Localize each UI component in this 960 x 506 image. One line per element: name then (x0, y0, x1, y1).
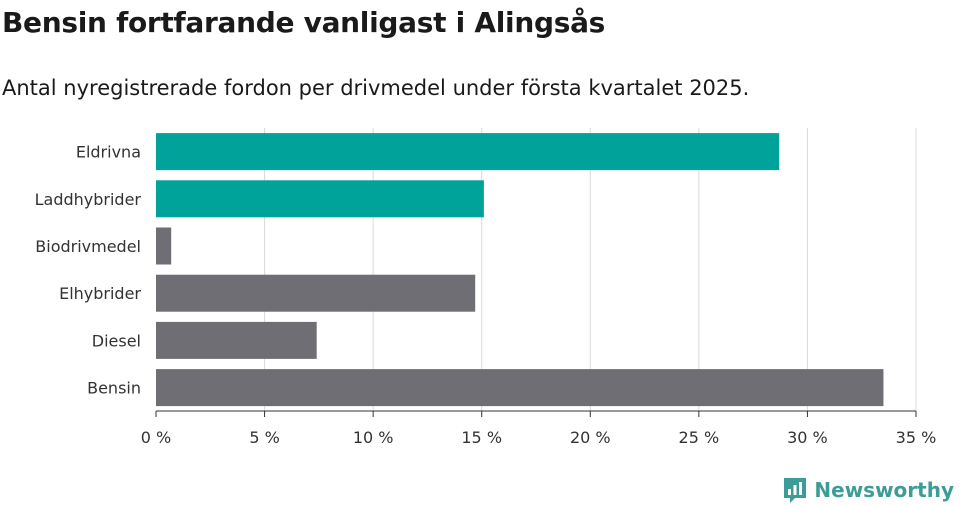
x-tick-label: 25 % (679, 428, 720, 447)
bar (156, 180, 484, 218)
gridlines (264, 128, 917, 411)
chart-title: Bensin fortfarande vanligast i Alingsås (2, 6, 606, 39)
brand-name: Newsworthy (814, 478, 954, 502)
newsworthy-logo-icon (784, 478, 807, 503)
x-tick-label: 30 % (787, 428, 828, 447)
x-tick-label: 15 % (461, 428, 502, 447)
category-label: Eldrivna (76, 143, 141, 162)
category-labels: Eldrivna Laddhybrider Biodrivmedel Elhybrid… (35, 143, 142, 398)
x-tick-label: 35 % (896, 428, 937, 447)
bar-chart: Eldrivna Laddhybrider Biodrivmedel Elhybrid… (35, 128, 937, 447)
x-axis: 0 % 5 % 10 % 15 % 20 % 25 % 30 % 35 % (141, 410, 937, 447)
x-tick-label: 20 % (570, 428, 611, 447)
bar (156, 321, 317, 359)
bar (156, 274, 476, 312)
x-tick-label: 0 % (141, 428, 171, 447)
chart-subtitle: Antal nyregistrerade fordon per drivmede… (2, 76, 750, 100)
category-label: Biodrivmedel (35, 237, 141, 256)
bar (156, 369, 884, 407)
bars (156, 133, 884, 407)
category-label: Elhybrider (59, 284, 141, 303)
category-label: Bensin (87, 379, 141, 398)
bar (156, 133, 780, 171)
category-label: Diesel (92, 331, 141, 350)
category-label: Laddhybrider (35, 190, 142, 209)
brand: Newsworthy (782, 474, 954, 506)
x-tick-label: 10 % (353, 428, 394, 447)
bar (156, 227, 172, 265)
x-tick-label: 5 % (249, 428, 279, 447)
